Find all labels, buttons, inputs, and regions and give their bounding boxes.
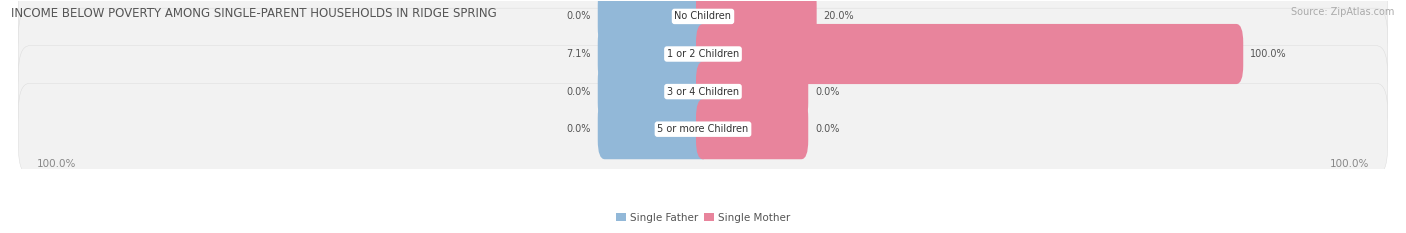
Text: 100.0%: 100.0% bbox=[1250, 49, 1286, 59]
FancyBboxPatch shape bbox=[18, 46, 1388, 137]
FancyBboxPatch shape bbox=[696, 62, 808, 122]
FancyBboxPatch shape bbox=[696, 99, 808, 159]
Text: 3 or 4 Children: 3 or 4 Children bbox=[666, 87, 740, 97]
Text: INCOME BELOW POVERTY AMONG SINGLE-PARENT HOUSEHOLDS IN RIDGE SPRING: INCOME BELOW POVERTY AMONG SINGLE-PARENT… bbox=[11, 7, 496, 20]
Text: 7.1%: 7.1% bbox=[567, 49, 591, 59]
Text: 100.0%: 100.0% bbox=[37, 159, 76, 169]
Text: No Children: No Children bbox=[675, 11, 731, 21]
FancyBboxPatch shape bbox=[18, 83, 1388, 175]
FancyBboxPatch shape bbox=[598, 99, 710, 159]
Text: Source: ZipAtlas.com: Source: ZipAtlas.com bbox=[1291, 7, 1395, 17]
FancyBboxPatch shape bbox=[598, 24, 710, 84]
Text: 0.0%: 0.0% bbox=[567, 11, 591, 21]
FancyBboxPatch shape bbox=[598, 62, 710, 122]
Legend: Single Father, Single Mother: Single Father, Single Mother bbox=[612, 209, 794, 227]
Text: 100.0%: 100.0% bbox=[1330, 159, 1369, 169]
FancyBboxPatch shape bbox=[18, 0, 1388, 62]
Text: 5 or more Children: 5 or more Children bbox=[658, 124, 748, 134]
Text: 20.0%: 20.0% bbox=[824, 11, 855, 21]
Text: 0.0%: 0.0% bbox=[815, 124, 839, 134]
FancyBboxPatch shape bbox=[696, 24, 1243, 84]
Text: 1 or 2 Children: 1 or 2 Children bbox=[666, 49, 740, 59]
FancyBboxPatch shape bbox=[598, 0, 710, 47]
FancyBboxPatch shape bbox=[696, 0, 817, 47]
Text: 0.0%: 0.0% bbox=[815, 87, 839, 97]
Text: 0.0%: 0.0% bbox=[567, 124, 591, 134]
Text: 0.0%: 0.0% bbox=[567, 87, 591, 97]
FancyBboxPatch shape bbox=[18, 8, 1388, 100]
